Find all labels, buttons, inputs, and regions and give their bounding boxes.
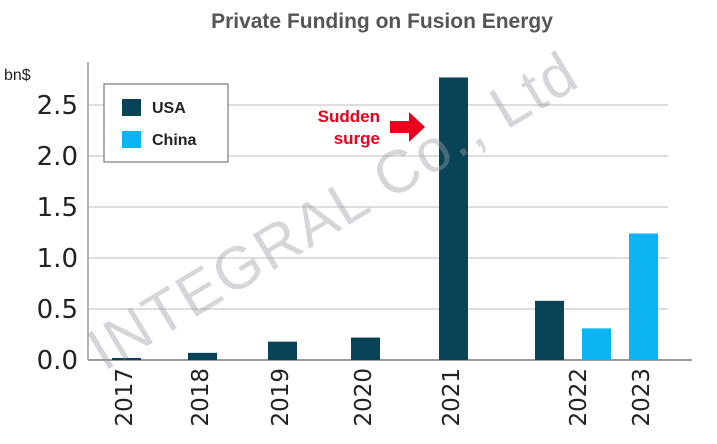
x-tick-label: 2021 [439,368,465,427]
y-tick-label: 2.5 [37,91,78,121]
y-tick-label: 2.0 [37,142,78,172]
bar-china-2023 [629,233,658,360]
y-tick-label: 0.5 [37,295,78,325]
legend-label-china: China [152,132,197,149]
legend-swatch-usa [122,99,141,116]
x-axis-ticks: 2017 2018 2019 2020 2021 2022 2023 [112,368,655,427]
x-tick-label: 2022 [566,368,592,427]
x-tick-label: 2023 [629,368,655,427]
bar-china-2022 [582,328,611,360]
x-tick-label: 2020 [351,368,377,427]
bar-usa-2020 [351,337,380,360]
annotation-line-1: Sudden [318,107,380,126]
x-tick-label: 2018 [188,368,214,427]
bars [112,77,658,361]
bar-usa-2018 [188,352,217,360]
annotation-arrow-icon [390,112,425,142]
bar-usa-2021 [439,77,468,361]
y-axis-ticks: 0.0 0.5 1.0 1.5 2.0 2.5 [37,91,78,376]
chart-title: Private Funding on Fusion Energy [211,10,553,33]
annotation: Sudden surge [318,107,425,148]
legend-label-usa: USA [152,100,186,117]
legend-box [103,83,229,163]
legend: USA China [103,83,229,163]
bar-usa-2022 [535,300,564,360]
legend-swatch-china [122,131,141,148]
x-tick-label: 2017 [112,368,138,427]
y-tick-label: 0.0 [37,346,78,376]
annotation-line-2: surge [334,129,380,148]
bar-usa-2017 [112,357,141,360]
bar-usa-2019 [268,341,297,360]
y-tick-label: 1.5 [37,193,78,223]
y-axis-unit: bn$ [4,67,31,84]
x-tick-label: 2019 [268,368,294,427]
y-tick-label: 1.0 [37,244,78,274]
